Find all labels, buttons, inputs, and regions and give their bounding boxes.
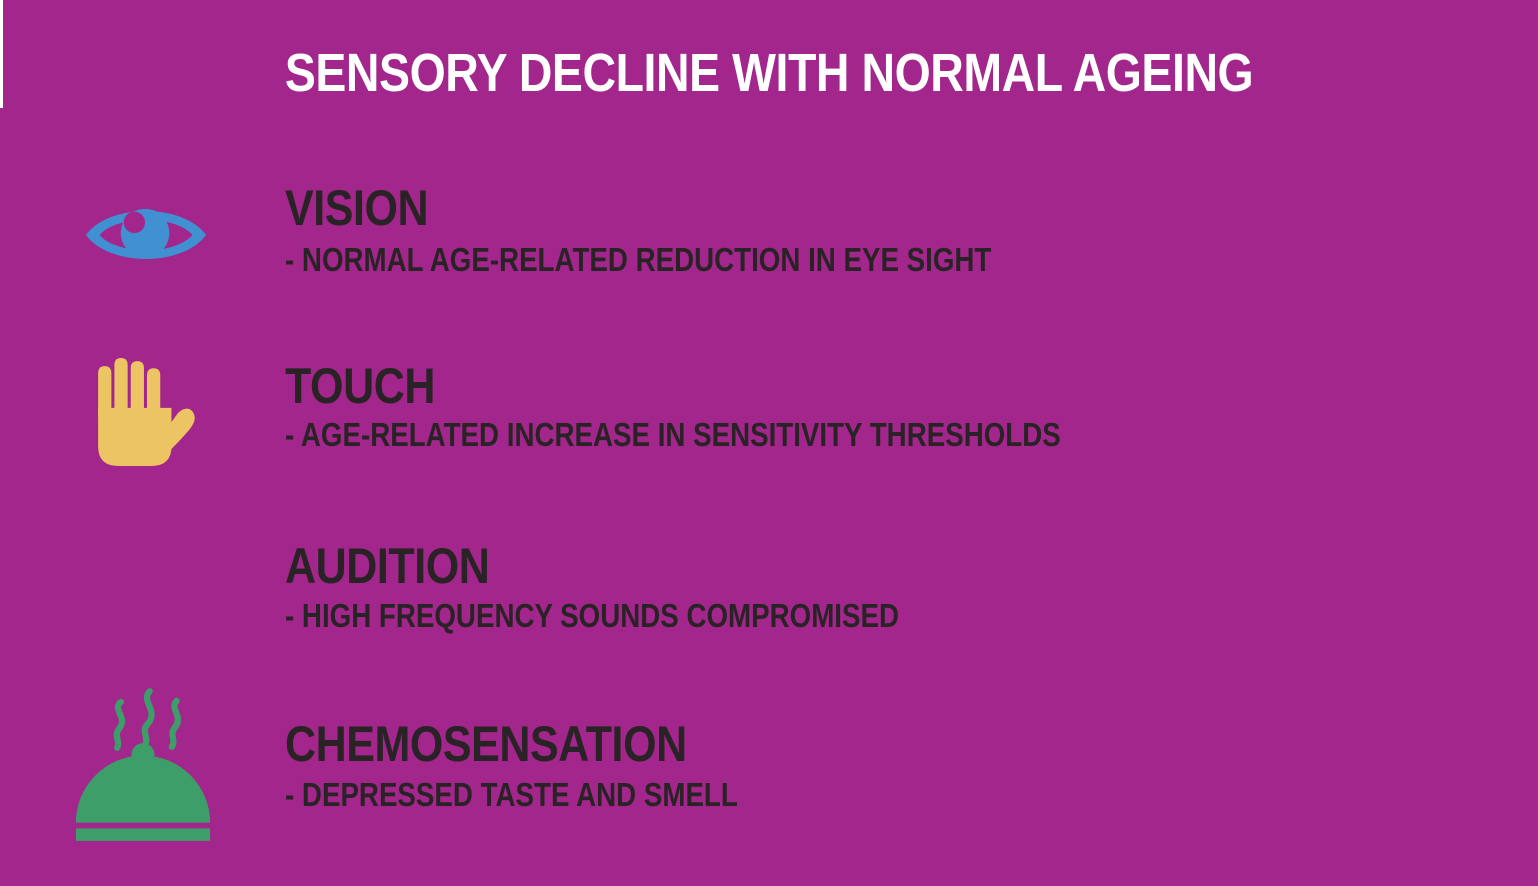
eye-icon [84, 196, 208, 274]
section-vision-label: VISION [285, 180, 429, 236]
hand-icon [98, 357, 195, 467]
food-cloche-steam-icon [73, 688, 213, 848]
section-vision-description: - NORMAL AGE-RELATED REDUCTION IN EYE SI… [285, 241, 992, 278]
section-touch-description: - AGE-RELATED INCREASE IN SENSITIVITY TH… [285, 416, 1061, 453]
section-audition-label: AUDITION [285, 538, 490, 594]
page-title: SENSORY DECLINE WITH NORMAL AGEING [284, 43, 1254, 103]
section-audition-description: - HIGH FREQUENCY SOUNDS COMPROMISED [285, 597, 900, 634]
section-chemosensation-label: CHEMOSENSATION [285, 716, 687, 772]
left-edge-tick [0, 0, 3, 108]
section-touch-label: TOUCH [285, 358, 435, 414]
section-chemosensation-description: - DEPRESSED TASTE AND SMELL [285, 776, 738, 813]
